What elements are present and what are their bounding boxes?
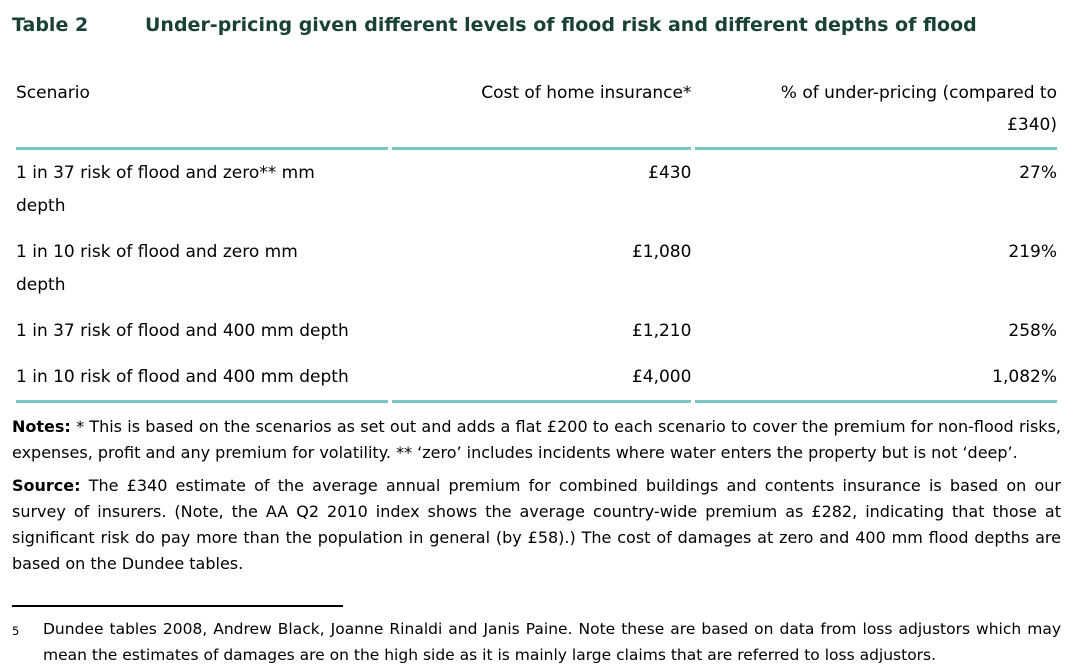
column-header-underpricing-line2: £340) <box>1007 115 1057 135</box>
table-row: 1 in 10 risk of flood and zero mm depth £1… <box>16 229 1057 308</box>
cost-cell: £1,080 <box>631 242 692 262</box>
underpricing-cell: 219% <box>1008 242 1057 262</box>
table-title: Table 2 Under-pricing given different le… <box>12 14 1061 37</box>
source-text: The £340 estimate of the average annual … <box>12 476 1061 573</box>
scenario-cell: 1 in 37 risk of flood and zero** mm depth <box>16 150 388 229</box>
source-paragraph: Source: The £340 estimate of the average… <box>12 473 1061 577</box>
cost-cell: £1,210 <box>631 321 692 341</box>
footnote-text: Dundee tables 2008, Andrew Black, Joanne… <box>43 620 1061 664</box>
table-number: Table 2 <box>12 14 89 36</box>
scenario-line: 1 in 37 risk of flood and zero** mm <box>16 163 315 183</box>
flood-risk-table: Scenario Cost of home insurance* % of un… <box>12 77 1061 403</box>
column-header-underpricing: % of under-pricing (compared to £340) <box>695 77 1057 150</box>
scenario-line: depth <box>16 196 66 216</box>
footnote-number: 5 <box>12 624 20 638</box>
cost-cell: £4,000 <box>391 354 692 403</box>
table-header: Scenario Cost of home insurance* % of un… <box>16 77 1057 150</box>
table-row: 1 in 10 risk of flood and 400 mm depth £4… <box>16 354 1057 403</box>
underpricing-cell: 258% <box>1008 321 1057 341</box>
column-header-scenario: Scenario <box>16 77 388 150</box>
cost-cell: £430 <box>648 163 692 183</box>
scenario-cell: 1 in 37 risk of flood and 400 mm depth <box>16 308 388 354</box>
scenario-cell: 1 in 10 risk of flood and 400 mm depth <box>16 354 388 403</box>
footnote: 5 Dundee tables 2008, Andrew Black, Joan… <box>12 616 1061 668</box>
scenario-cell: 1 in 10 risk of flood and zero mm depth <box>16 229 388 308</box>
underpricing-cell: 27% <box>1019 163 1057 183</box>
header-row: Scenario Cost of home insurance* % of un… <box>16 77 1057 150</box>
scenario-line: 1 in 10 risk of flood and zero mm <box>16 242 298 262</box>
underpricing-cell: 1,082% <box>695 354 1057 403</box>
column-header-cost: Cost of home insurance* <box>391 77 692 150</box>
table-row: 1 in 37 risk of flood and 400 mm depth £1… <box>16 308 1057 354</box>
footnote-separator <box>12 605 343 607</box>
notes-label: Notes: <box>12 417 71 436</box>
scenario-line: 1 in 10 risk of flood and 400 mm depth <box>16 367 349 387</box>
notes-text: * This is based on the scenarios as set … <box>12 417 1061 462</box>
table-body: 1 in 37 risk of flood and zero** mm depth… <box>16 150 1057 403</box>
source-label: Source: <box>12 476 81 495</box>
column-header-underpricing-line1: % of under-pricing (compared to <box>780 83 1057 103</box>
notes-paragraph: Notes: * This is based on the scenarios … <box>12 414 1061 466</box>
scenario-line: depth <box>16 275 66 295</box>
table-row: 1 in 37 risk of flood and zero** mm depth… <box>16 150 1057 229</box>
scenario-line: 1 in 37 risk of flood and 400 mm depth <box>16 321 349 341</box>
table-caption: Under-pricing given different levels of … <box>145 14 977 36</box>
